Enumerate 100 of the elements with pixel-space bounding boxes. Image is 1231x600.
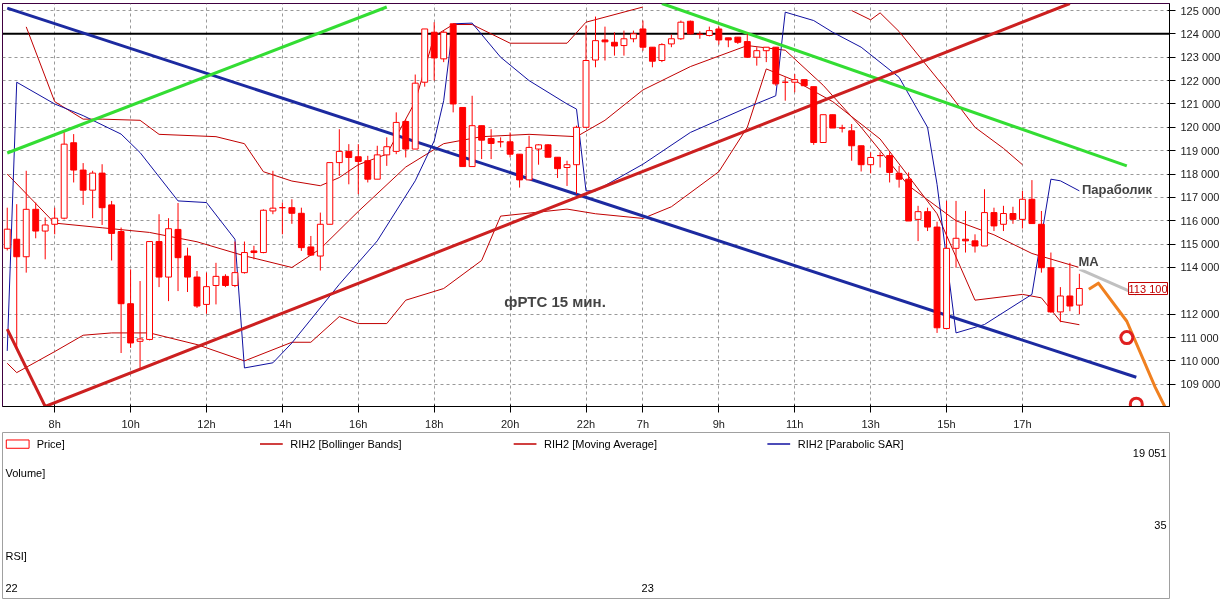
candlestick [250,245,258,260]
text: 19 051 [1132,447,1167,460]
y-tick-label: 116 000 [1180,214,1220,227]
candlestick [32,202,40,239]
y-tick-label: 111 000 [1180,331,1219,344]
x-tick-label: 17h [1013,417,1032,430]
candlestick [611,31,618,57]
candlestick [241,241,248,275]
y-tick-label: 114 000 [1180,261,1220,274]
candlestick [1056,286,1064,323]
x-tick-label: 12h [197,417,216,430]
candlestick [3,207,11,251]
y-tick-label: 121 000 [1180,97,1221,110]
y-tick-label: 125 000 [1180,4,1221,17]
candlestick [895,165,903,189]
text: 23 [641,581,654,594]
y-tick-label: 117 000 [1180,191,1220,204]
x-tick-label: 9h [712,417,725,430]
text: 35 [1154,518,1167,531]
candlestick [335,128,343,177]
annotation: фРТС 15 мин. [504,292,606,310]
candlestick [51,207,59,235]
candlestick [791,73,799,93]
candlestick [696,30,704,40]
candlestick [79,162,87,206]
y-tick-label: 110 000 [1180,354,1220,367]
y-tick-label: 109 000 [1180,378,1221,391]
candlestick [535,143,542,166]
y-tick-label: 123 000 [1180,51,1221,64]
candlestick [203,272,210,315]
y-tick-label: 119 000 [1180,144,1220,157]
line-series [851,10,1023,166]
candlestick [354,143,362,195]
candlestick [478,125,486,160]
x-tick-label: 14h [273,417,292,430]
legend-label: RIH2 [Parabolic SAR] [797,438,904,451]
candlestick [924,207,931,232]
candlestick [592,16,599,68]
candlestick [743,33,751,59]
candlestick [184,247,191,293]
candlestick [487,128,495,160]
y-tick-label: 112 000 [1180,308,1220,321]
candlestick [288,198,296,225]
candlestick [506,131,514,158]
line-series [1087,281,1167,407]
candlestick [601,26,609,61]
candlestick [1009,206,1017,225]
x-tick-label: 20h [500,417,520,430]
candlestick [554,156,561,179]
candlestick [1066,262,1074,312]
candlestick [212,262,220,305]
y-tick-label: 118 000 [1180,168,1220,181]
candlestick [857,145,865,172]
candlestick [952,200,960,269]
candlestick [867,151,875,174]
candlestick [648,46,656,68]
candlestick [753,46,761,67]
y-tick-label: 124 000 [1180,27,1221,40]
y-tick-label: 122 000 [1180,74,1221,87]
candlestick [639,20,647,52]
legend-label: Price] [36,438,65,451]
candlestick [231,241,239,288]
candlestick [89,170,97,219]
candlestick [971,233,979,254]
candlestick [41,217,49,260]
candlestick [620,30,628,57]
candlestick [563,160,571,187]
candlestick [658,42,666,63]
x-tick-label: 11h [785,417,804,430]
candlestick [345,143,353,185]
candlestick [383,136,391,167]
y-tick-label: 120 000 [1180,121,1221,134]
legend-label: RIH2 [Bollinger Bands] [290,438,402,451]
candlestick [364,155,372,183]
x-tick-label: 10h [121,417,140,430]
candlestick [677,20,685,41]
candlestick [269,170,277,215]
x-tick-label: 22h [576,417,596,430]
x-tick-label: 15h [937,417,956,430]
annotation: 113 100 [1128,282,1168,295]
legend-label: RIH2 [Moving Average] [544,438,657,451]
candlestick [962,210,969,254]
candlestick [1075,273,1083,315]
candlestick [990,207,998,232]
text: 22 [5,581,18,594]
x-tick-label: 8h [48,417,61,430]
candlestick [886,151,894,183]
candlestick [1000,205,1007,232]
y-tick-label: 115 000 [1180,238,1220,251]
candlestick [914,205,922,242]
x-tick-label: 18h [425,417,444,430]
candlestick [848,123,856,162]
candlestick [1019,190,1026,229]
annotation: Параболик [1081,181,1153,197]
text: RSI] [5,549,27,562]
x-tick-label: 16h [349,417,368,430]
annotation: MA [1078,254,1100,270]
x-tick-label: 7h [636,417,650,430]
line-series [25,6,644,187]
x-tick-label: 13h [861,417,880,430]
